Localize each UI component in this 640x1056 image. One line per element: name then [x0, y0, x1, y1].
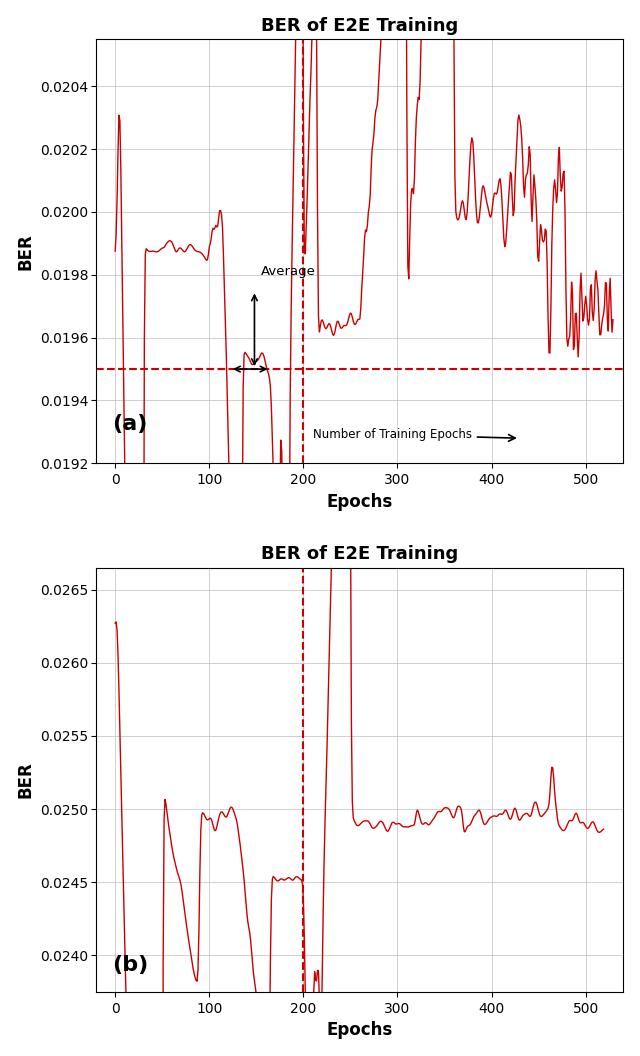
- Y-axis label: BER: BER: [17, 761, 35, 798]
- X-axis label: Epochs: Epochs: [327, 493, 393, 511]
- Title: BER of E2E Training: BER of E2E Training: [261, 17, 458, 35]
- Text: (a): (a): [112, 414, 148, 434]
- Y-axis label: BER: BER: [17, 232, 35, 269]
- Title: BER of E2E Training: BER of E2E Training: [261, 545, 458, 563]
- X-axis label: Epochs: Epochs: [327, 1021, 393, 1039]
- Text: Number of Training Epochs: Number of Training Epochs: [313, 429, 515, 441]
- Text: (b): (b): [112, 955, 148, 975]
- Text: Average: Average: [261, 265, 316, 278]
